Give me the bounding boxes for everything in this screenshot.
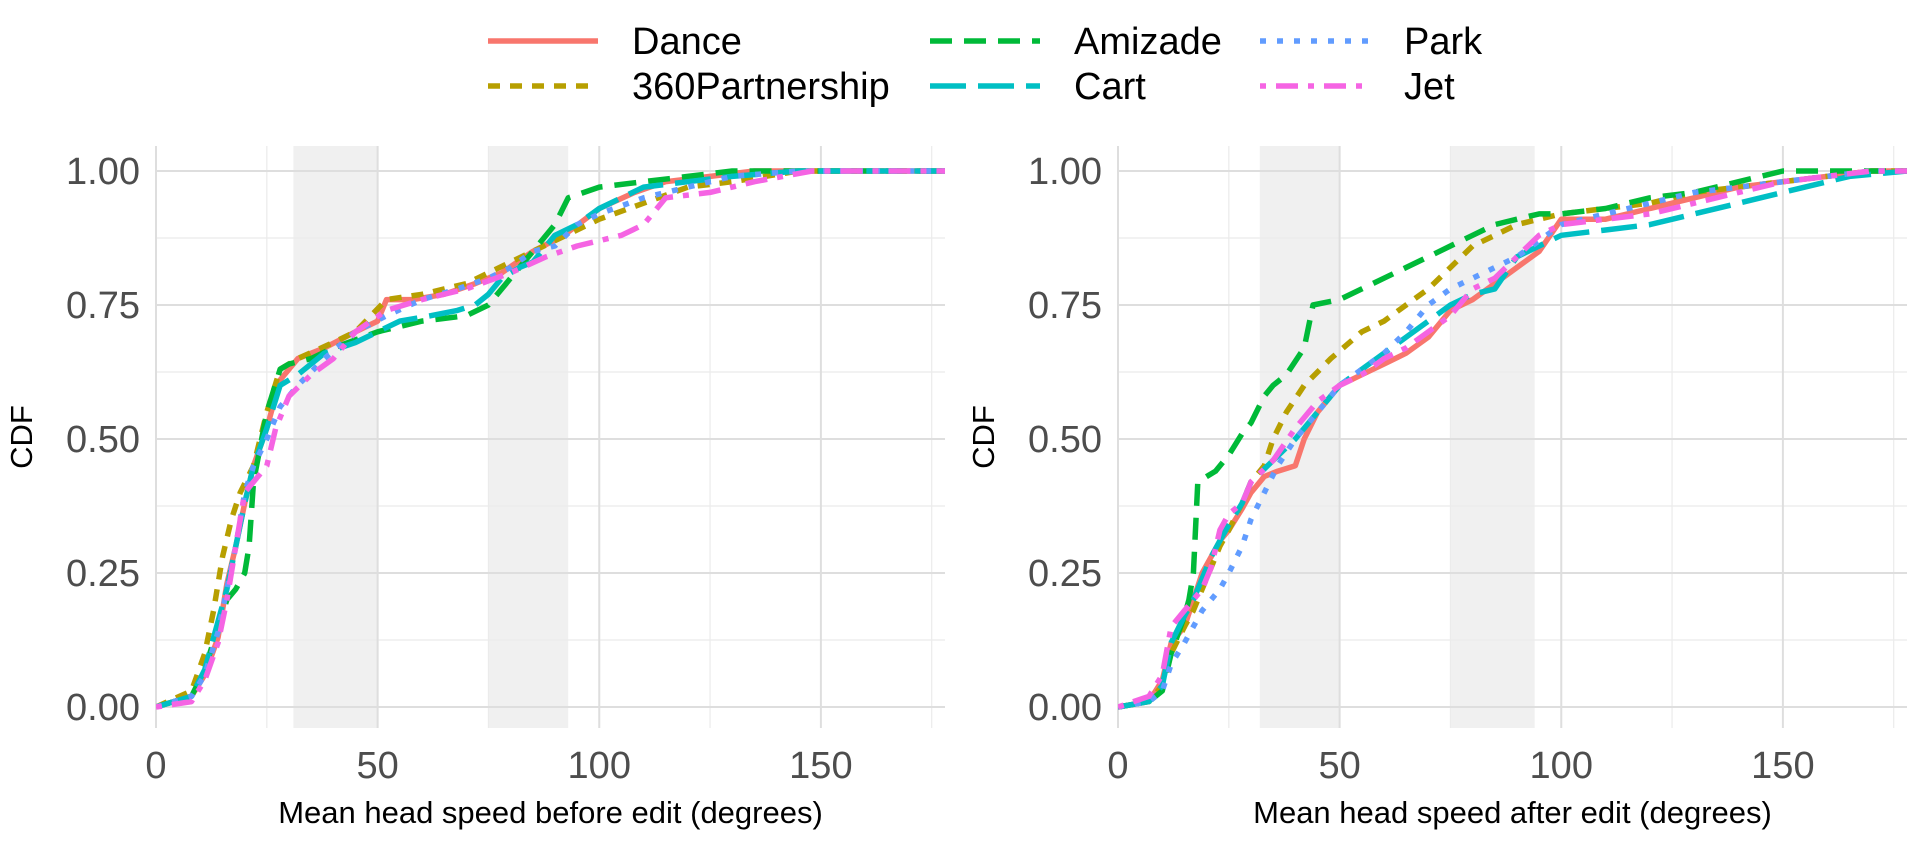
legend-label-amizade: Amizade xyxy=(1074,21,1222,63)
tick-labels: 0 50 100 150 0.00 0.25 0.50 0.75 1.00 xyxy=(66,151,853,787)
legend-entry-jet: Jet xyxy=(1260,66,1455,108)
panel-after-edit: 0 50 100 150 0.00 0.25 0.50 0.75 1.00 Mean head s… xyxy=(966,146,1907,830)
x-axis-title: Mean head speed after edit (degrees) xyxy=(1253,795,1772,830)
x-tick-label: 0 xyxy=(1107,745,1128,787)
y-tick-label: 0.00 xyxy=(66,687,140,729)
series-line-park xyxy=(1118,168,1907,710)
series-line-360partnership xyxy=(1118,168,1907,710)
series-lines xyxy=(1118,168,1907,710)
y-tick-label: 0.00 xyxy=(1028,687,1102,729)
y-tick-label: 0.50 xyxy=(1028,419,1102,461)
legend-label-dance: Dance xyxy=(632,21,742,63)
y-tick-label: 0.75 xyxy=(1028,285,1102,327)
tick-labels: 0 50 100 150 0.00 0.25 0.50 0.75 1.00 xyxy=(1028,151,1815,787)
legend-label-park: Park xyxy=(1404,21,1483,63)
y-axis-title: CDF xyxy=(4,405,39,469)
legend-entry-amizade: Amizade xyxy=(930,21,1222,63)
x-tick-label: 50 xyxy=(356,745,398,787)
x-tick-label: 100 xyxy=(1530,745,1593,787)
series-line-360partnership xyxy=(156,168,945,710)
y-tick-label: 1.00 xyxy=(66,151,140,193)
y-tick-label: 0.25 xyxy=(66,553,140,595)
x-tick-label: 100 xyxy=(568,745,631,787)
series-lines xyxy=(156,168,945,710)
legend-label-jet: Jet xyxy=(1404,66,1455,108)
x-tick-label: 150 xyxy=(789,745,852,787)
shaded-band-2 xyxy=(1450,146,1535,728)
y-tick-label: 0.50 xyxy=(66,419,140,461)
legend-entry-dance: Dance xyxy=(488,21,742,63)
series-line-jet xyxy=(156,168,945,710)
series-line-jet xyxy=(1118,168,1907,710)
legend-entry-park: Park xyxy=(1260,21,1483,63)
x-tick-label: 150 xyxy=(1751,745,1814,787)
y-tick-label: 0.25 xyxy=(1028,553,1102,595)
legend-entry-360partnership: 360Partnership xyxy=(488,66,890,108)
series-line-cart xyxy=(156,168,945,710)
legend-label-360partnership: 360Partnership xyxy=(632,66,890,108)
x-axis-title: Mean head speed before edit (degrees) xyxy=(278,795,823,830)
shaded-band-1 xyxy=(293,146,378,728)
y-tick-label: 0.75 xyxy=(66,285,140,327)
legend-entry-cart: Cart xyxy=(930,66,1146,108)
y-tick-label: 1.00 xyxy=(1028,151,1102,193)
x-tick-label: 50 xyxy=(1318,745,1360,787)
panel-before-edit: 0 50 100 150 0.00 0.25 0.50 0.75 1.00 Mean head s… xyxy=(4,146,945,830)
y-axis-title: CDF xyxy=(966,405,1001,469)
x-tick-label: 0 xyxy=(145,745,166,787)
legend-label-cart: Cart xyxy=(1074,66,1146,108)
series-line-amizade xyxy=(1118,168,1907,710)
